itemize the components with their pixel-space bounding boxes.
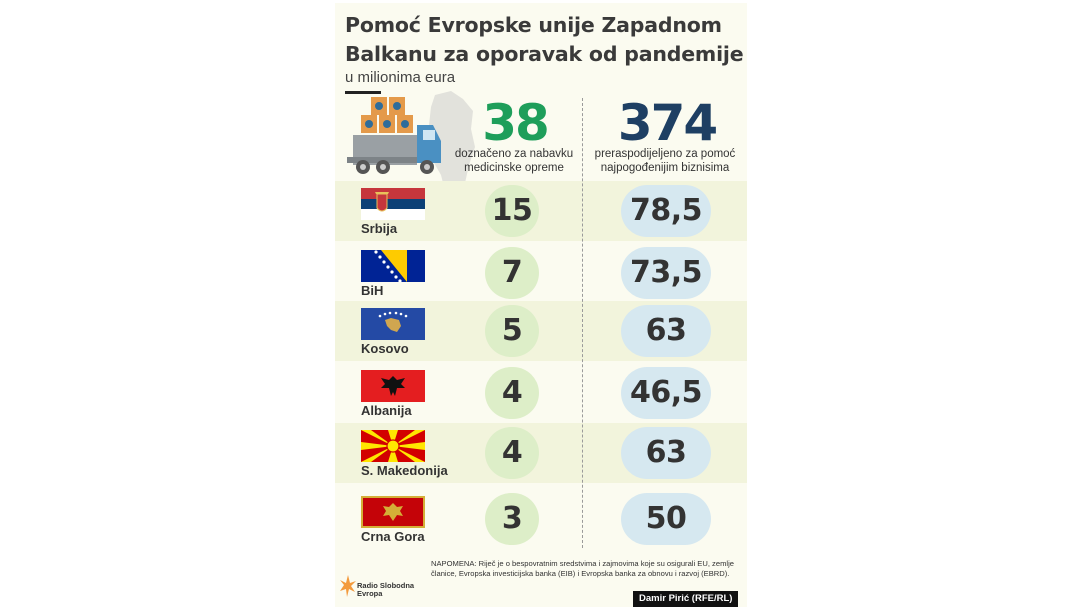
country-name: Kosovo bbox=[361, 341, 409, 356]
country-row-kosovo: Kosovo 5 63 bbox=[335, 301, 747, 361]
business-value-pill: 50 bbox=[621, 493, 711, 545]
bosnia-flag-icon bbox=[361, 250, 425, 282]
medical-value-pill: 15 bbox=[485, 185, 539, 237]
rfe-logo-icon bbox=[340, 575, 356, 597]
infographic-card: Pomoć Evropske unije Zapadnom Balkanu za… bbox=[335, 3, 747, 607]
country-name: BiH bbox=[361, 283, 384, 298]
title-line-1: Pomoć Evropske unije Zapadnom bbox=[345, 13, 722, 37]
country-name: Albanija bbox=[361, 403, 412, 418]
country-row-s-makedonija: S. Makedonija 4 63 bbox=[335, 423, 747, 483]
country-row-srbija: Srbija 15 78,5 bbox=[335, 181, 747, 241]
author-credit: Damir Pirić (RFE/RL) bbox=[633, 591, 739, 607]
country-name: Srbija bbox=[361, 221, 398, 236]
column-divider bbox=[582, 98, 583, 548]
business-caption-line-2: najpogođenijim biznisima bbox=[600, 162, 730, 174]
business-value-pill: 63 bbox=[621, 427, 711, 479]
business-caption-line-1: preraspodijeljeno za pomoć bbox=[594, 148, 736, 160]
logo-line-1: Radio Slobodna bbox=[357, 581, 415, 590]
albania-flag-icon bbox=[361, 370, 425, 402]
truck-map-illustration bbox=[347, 91, 475, 197]
logo-line-2: Evropa bbox=[357, 589, 383, 598]
footnote: NAPOMENA: Riječ je o bespovratnim sredst… bbox=[431, 559, 743, 579]
montenegro-flag-icon bbox=[361, 496, 425, 528]
country-row-crna-gora: Crna Gora 3 50 bbox=[335, 489, 747, 549]
business-value-pill: 46,5 bbox=[621, 367, 711, 419]
business-value-pill: 63 bbox=[621, 305, 711, 357]
serbia-flag-icon bbox=[361, 188, 425, 220]
total-medical-caption: doznačeno za nabavku medicinske opreme bbox=[449, 147, 579, 175]
kosovo-flag-icon bbox=[361, 308, 425, 340]
medical-value-pill: 4 bbox=[485, 367, 539, 419]
country-name: S. Makedonija bbox=[361, 463, 448, 478]
total-medical-value: 38 bbox=[482, 94, 550, 152]
rfe-logo-text: Radio Slobodna Evropa bbox=[357, 582, 414, 598]
infographic-title: Pomoć Evropske unije Zapadnom Balkanu za… bbox=[345, 11, 745, 69]
subtitle-underline bbox=[345, 91, 381, 94]
medical-value-pill: 3 bbox=[485, 493, 539, 545]
units-subtitle: u milionima eura bbox=[345, 69, 456, 86]
total-business-value: 374 bbox=[617, 94, 718, 152]
footnote-line-2: članice, Evropska investicijska banka (E… bbox=[431, 569, 730, 578]
country-row-albanija: Albanija 4 46,5 bbox=[335, 363, 747, 423]
footnote-line-1: NAPOMENA: Riječ je o bespovratnim sredst… bbox=[431, 559, 735, 568]
country-name: Crna Gora bbox=[361, 529, 425, 544]
medical-caption-line-2: medicinske opreme bbox=[464, 162, 564, 174]
country-row-bih: BiH 7 73,5 bbox=[335, 243, 747, 303]
title-line-2: Balkanu za oporavak od pandemije bbox=[345, 42, 744, 66]
north-macedonia-flag-icon bbox=[361, 430, 425, 462]
business-value-pill: 73,5 bbox=[621, 247, 711, 299]
business-value-pill: 78,5 bbox=[621, 185, 711, 237]
total-business-caption: preraspodijeljeno za pomoć najpogođeniji… bbox=[590, 147, 740, 175]
medical-value-pill: 7 bbox=[485, 247, 539, 299]
medical-value-pill: 4 bbox=[485, 427, 539, 479]
medical-value-pill: 5 bbox=[485, 305, 539, 357]
medical-caption-line-1: doznačeno za nabavku bbox=[454, 148, 574, 160]
